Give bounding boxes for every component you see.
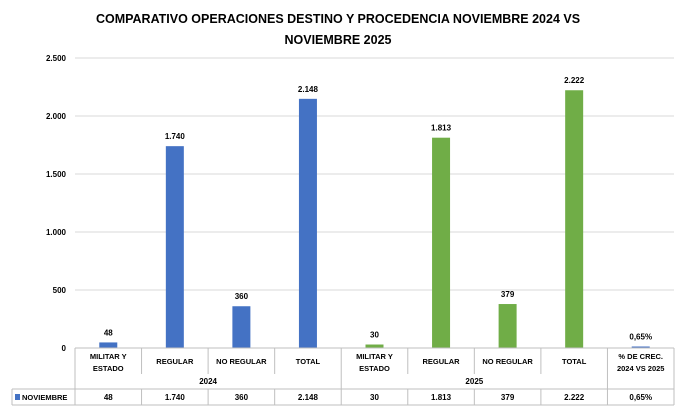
data-label: 2.222 bbox=[564, 76, 585, 85]
table-cell-value: 30 bbox=[370, 393, 379, 402]
table-cell-value: 2.148 bbox=[298, 393, 319, 402]
data-label: 1.740 bbox=[165, 132, 186, 141]
y-tick-label: 1.500 bbox=[46, 170, 67, 179]
x-category-label: NO REGULAR bbox=[216, 357, 267, 366]
table-cell-value: 2.222 bbox=[564, 393, 585, 402]
chart-title-line2: NOVIEMBRE 2025 bbox=[285, 33, 392, 47]
x-category-label: MILITAR Y bbox=[90, 352, 127, 361]
data-label: 30 bbox=[370, 331, 379, 340]
table-cell-value: 1.813 bbox=[431, 393, 452, 402]
table-cell-value: 0,65% bbox=[629, 393, 652, 402]
legend-label: NOVIEMBRE bbox=[22, 393, 67, 402]
group-label: 2024 bbox=[199, 377, 217, 386]
x-category-label: ESTADO bbox=[359, 364, 390, 373]
data-label: 2.148 bbox=[298, 85, 319, 94]
y-tick-label: 500 bbox=[53, 286, 67, 295]
bar bbox=[99, 342, 118, 348]
bar bbox=[498, 304, 517, 348]
x-category-label: TOTAL bbox=[562, 357, 587, 366]
bar bbox=[631, 346, 650, 348]
data-label: 48 bbox=[104, 328, 113, 337]
y-tick-label: 1.000 bbox=[46, 228, 67, 237]
bar bbox=[432, 137, 451, 348]
bar bbox=[165, 146, 184, 348]
table-cell-value: 379 bbox=[501, 393, 515, 402]
x-category-label: ESTADO bbox=[93, 364, 124, 373]
y-tick-label: 0 bbox=[62, 344, 67, 353]
y-tick-label: 2.500 bbox=[46, 54, 67, 63]
x-category-label: % DE CREC. bbox=[618, 352, 663, 361]
group-label: 2025 bbox=[465, 377, 483, 386]
bar bbox=[298, 98, 317, 348]
table-cell-value: 1.740 bbox=[165, 393, 186, 402]
x-category-label: NO REGULAR bbox=[482, 357, 533, 366]
x-category-label: MILITAR Y bbox=[356, 352, 393, 361]
legend-swatch bbox=[15, 394, 20, 400]
bar bbox=[232, 306, 251, 348]
table-cell-value: 48 bbox=[104, 393, 113, 402]
data-label: 0,65% bbox=[629, 333, 652, 342]
y-tick-label: 2.000 bbox=[46, 112, 67, 121]
data-label: 379 bbox=[501, 290, 515, 299]
x-category-label: TOTAL bbox=[296, 357, 321, 366]
x-category-label: REGULAR bbox=[156, 357, 194, 366]
bar bbox=[365, 344, 384, 348]
x-category-label: REGULAR bbox=[423, 357, 461, 366]
table-cell-value: 360 bbox=[235, 393, 249, 402]
bar bbox=[565, 90, 584, 349]
data-label: 360 bbox=[235, 292, 249, 301]
x-category-label: 2024 VS 2025 bbox=[617, 364, 665, 373]
chart-title-line1: COMPARATIVO OPERACIONES DESTINO Y PROCED… bbox=[96, 12, 580, 26]
data-label: 1.813 bbox=[431, 124, 452, 133]
